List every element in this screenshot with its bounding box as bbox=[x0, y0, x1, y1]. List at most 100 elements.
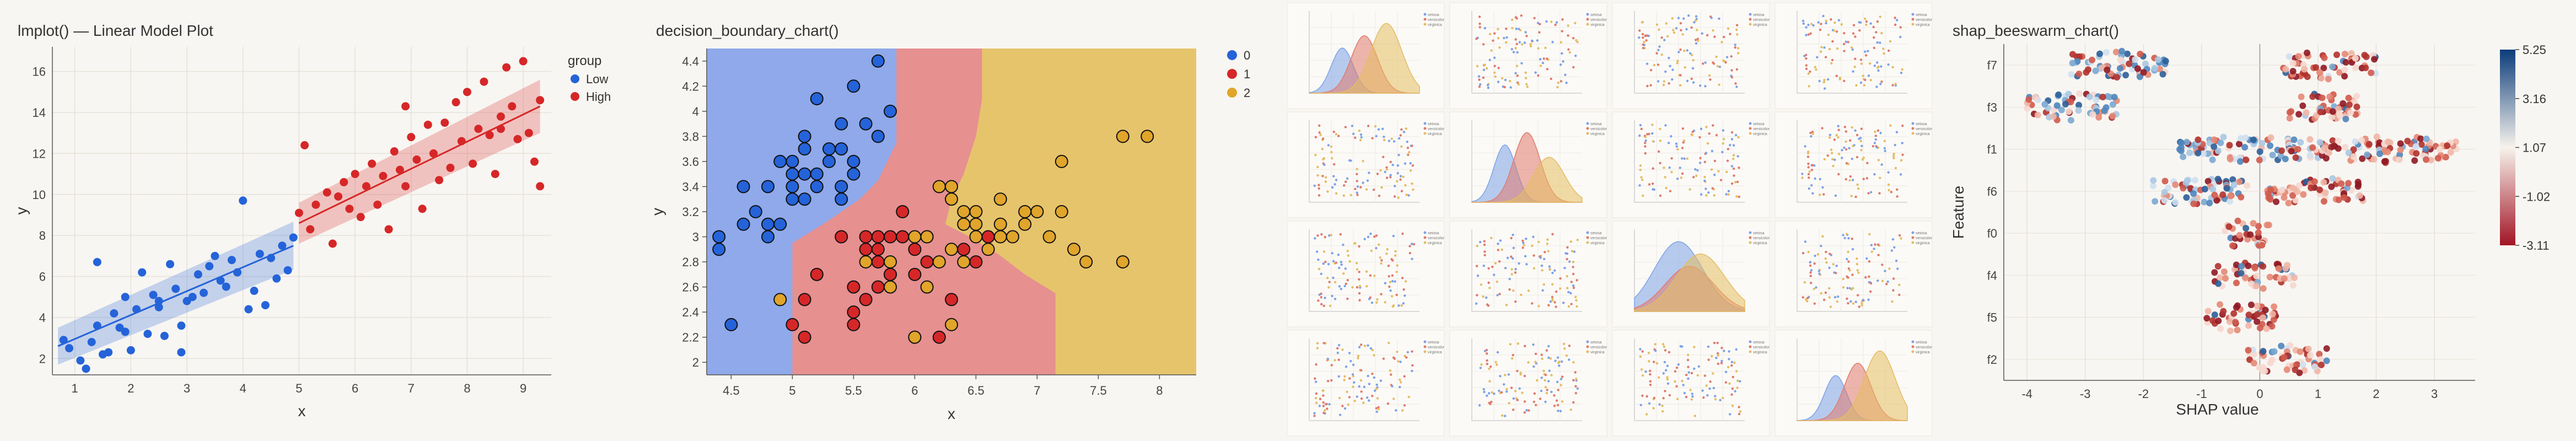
scatter-point bbox=[1567, 291, 1570, 294]
low-point bbox=[171, 284, 180, 293]
scatter-point bbox=[1821, 186, 1824, 189]
high-point bbox=[384, 225, 393, 234]
scatter-point bbox=[1365, 285, 1368, 288]
scatter-point bbox=[1340, 261, 1343, 263]
scatter-point bbox=[1564, 73, 1567, 76]
scatter-point bbox=[1734, 133, 1738, 137]
scatter-point bbox=[1574, 55, 1577, 57]
high-point bbox=[294, 208, 303, 217]
legend-label: 0 bbox=[1244, 49, 1250, 62]
high-point bbox=[300, 141, 309, 149]
low-point bbox=[216, 276, 225, 285]
shap-point bbox=[2151, 64, 2158, 72]
shap-point bbox=[2226, 142, 2233, 149]
scatter-point bbox=[1828, 48, 1831, 51]
scatter-point bbox=[1847, 260, 1850, 263]
scatter-point bbox=[1523, 244, 1525, 246]
mini-legend-label: setosa bbox=[1428, 341, 1439, 345]
scatter-point bbox=[1346, 278, 1349, 282]
y-tick-label: f5 bbox=[1987, 311, 1997, 325]
scatter-point bbox=[1516, 399, 1519, 401]
shap-point bbox=[2325, 76, 2332, 83]
scatter-point bbox=[1558, 364, 1561, 367]
scatter-point bbox=[1655, 23, 1659, 26]
shap-point bbox=[2282, 155, 2289, 163]
y-tick-label: 2.4 bbox=[682, 305, 699, 319]
shap-point bbox=[2112, 49, 2120, 56]
scatter-point bbox=[1646, 84, 1649, 88]
mini-legend-marker bbox=[1749, 13, 1752, 16]
class-0-point bbox=[749, 205, 762, 218]
scatter-point bbox=[1356, 180, 1358, 182]
high-point bbox=[440, 119, 449, 127]
scatter-point bbox=[1512, 408, 1515, 411]
scatter-point bbox=[1880, 32, 1883, 35]
scatter-point bbox=[1675, 142, 1678, 145]
pairplot-cell bbox=[1287, 220, 1445, 327]
scatter-point bbox=[1641, 21, 1644, 24]
scatter-point bbox=[1679, 84, 1682, 87]
scatter-point bbox=[1542, 369, 1545, 373]
mini-legend-label: setosa bbox=[1753, 232, 1765, 235]
scatter-point bbox=[1475, 265, 1478, 267]
scatter-point bbox=[1515, 64, 1519, 67]
scatter-point bbox=[1669, 64, 1671, 67]
scatter-point bbox=[1545, 391, 1548, 395]
scatter-point bbox=[1690, 372, 1693, 375]
scatter-point bbox=[1640, 368, 1643, 371]
scatter-point bbox=[1548, 369, 1551, 372]
legend-title: group bbox=[568, 53, 601, 68]
scatter-point bbox=[1331, 294, 1333, 298]
x-tick-label: 0 bbox=[2256, 387, 2263, 401]
class-1-point bbox=[945, 293, 958, 306]
scatter-point bbox=[1335, 179, 1338, 181]
mini-legend-label: versicolor bbox=[1590, 346, 1607, 349]
scatter-point bbox=[1869, 191, 1873, 193]
high-point bbox=[334, 192, 343, 201]
shap-point bbox=[2283, 366, 2290, 373]
scatter-point bbox=[1868, 275, 1870, 278]
shap-point bbox=[2352, 111, 2359, 118]
scatter-point bbox=[1529, 45, 1532, 47]
low-point bbox=[211, 251, 219, 260]
scatter-point bbox=[1390, 137, 1393, 140]
scatter-point bbox=[1406, 141, 1408, 143]
shap-point bbox=[2214, 280, 2222, 287]
scatter-point bbox=[1652, 188, 1654, 191]
shap-point bbox=[2329, 137, 2336, 144]
shap-point bbox=[2222, 275, 2229, 282]
class-1-point bbox=[871, 255, 885, 269]
scatter-point bbox=[1847, 302, 1849, 305]
scatter-point bbox=[1482, 388, 1485, 391]
scatter-point bbox=[1814, 177, 1816, 180]
scatter-point bbox=[1733, 174, 1735, 177]
scatter-point bbox=[1848, 179, 1851, 182]
scatter-point bbox=[1521, 239, 1524, 243]
scatter-point bbox=[1639, 355, 1642, 358]
scatter-point bbox=[1642, 43, 1644, 46]
mini-legend-marker bbox=[1586, 122, 1589, 125]
scatter-point bbox=[1317, 267, 1321, 271]
scatter-point bbox=[1532, 235, 1535, 238]
scatter-point bbox=[1367, 374, 1369, 378]
scatter-point bbox=[1697, 365, 1700, 368]
scatter-point bbox=[1514, 72, 1517, 75]
scatter-point bbox=[1380, 259, 1383, 262]
scatter-point bbox=[1704, 85, 1707, 88]
mini-legend-marker bbox=[1423, 18, 1427, 21]
scatter-point bbox=[1555, 305, 1557, 308]
shap-point bbox=[2050, 113, 2057, 120]
scatter-point bbox=[1335, 261, 1337, 264]
scatter-point bbox=[1859, 58, 1863, 61]
shap-point bbox=[2447, 149, 2454, 156]
shap-point bbox=[2247, 231, 2254, 238]
shap-point bbox=[2260, 314, 2267, 321]
scatter-point bbox=[1680, 176, 1683, 179]
scatter-point bbox=[1373, 275, 1376, 277]
legend-label: 1 bbox=[1244, 67, 1250, 81]
scatter-point bbox=[1645, 413, 1648, 416]
scatter-point bbox=[1493, 56, 1496, 60]
scatter-point bbox=[1818, 79, 1821, 83]
scatter-point bbox=[1882, 47, 1885, 50]
scatter-point bbox=[1400, 145, 1403, 148]
